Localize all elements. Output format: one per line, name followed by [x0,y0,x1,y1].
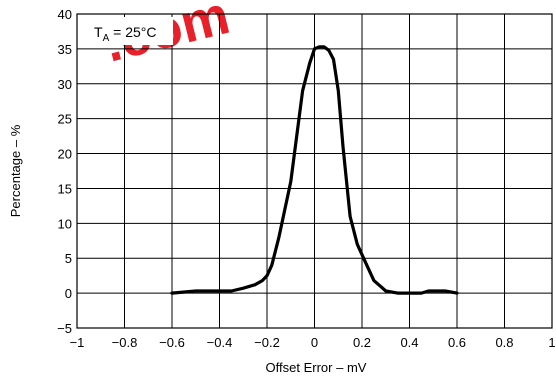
y-tick-label: −5 [57,321,72,336]
x-tick-label: −1 [70,335,85,350]
annotation-suffix: = 25°C [109,24,156,40]
x-tick-label: −0.2 [254,335,280,350]
y-tick-label: 10 [58,216,72,231]
y-tick-label: 40 [58,7,72,22]
x-tick-label: 0 [311,335,318,350]
y-tick-label: 30 [58,77,72,92]
x-tick-label: −0.4 [207,335,233,350]
x-tick-label: 0.2 [353,335,371,350]
x-tick-label: −0.8 [112,335,138,350]
y-tick-label: 35 [58,42,72,57]
y-tick-label: 25 [58,112,72,127]
y-tick-label: 15 [58,181,72,196]
x-tick-label: 0.4 [400,335,418,350]
x-tick-label: 0.6 [448,335,466,350]
x-tick-label: −0.6 [159,335,185,350]
x-tick-label: 0.8 [495,335,513,350]
y-tick-label: 20 [58,147,72,162]
y-tick-label: 0 [65,286,72,301]
x-axis-title: Offset Error – mV [266,360,367,375]
y-axis-title: Percentage – % [8,124,23,217]
y-tick-label: 5 [65,251,72,266]
x-tick-label: 1 [548,335,555,350]
